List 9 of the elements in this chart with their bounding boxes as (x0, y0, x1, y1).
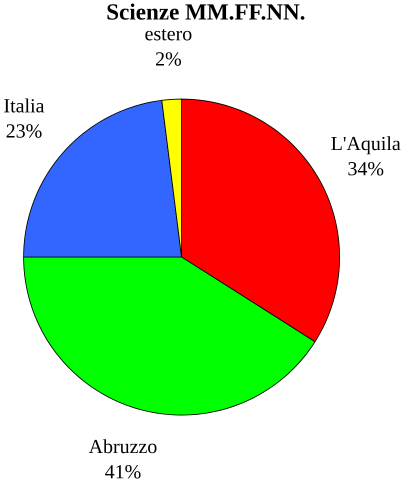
chart-title: Scienze MM.FF.NN. (107, 4, 304, 20)
data-label: 23% (6, 124, 42, 138)
slice-label: L'Aquila (331, 136, 400, 154)
slice-label: Abruzzo (88, 439, 156, 454)
slice-label: estero (145, 29, 192, 40)
data-label: 2% (156, 52, 181, 66)
data-label: 41% (104, 464, 140, 478)
slice-label: Italia (4, 98, 44, 113)
data-label: 34% (348, 162, 384, 176)
